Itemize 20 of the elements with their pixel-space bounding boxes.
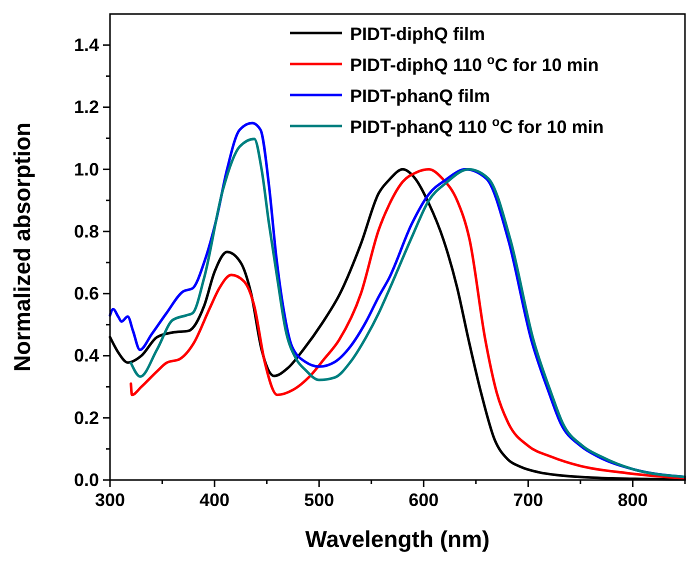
legend-label: PIDT-diphQ film [350, 24, 485, 44]
x-tick-label: 700 [513, 490, 544, 510]
y-tick-label: 0.0 [74, 470, 99, 490]
x-axis-title: Wavelength (nm) [305, 526, 490, 552]
y-tick-label: 0.4 [74, 346, 99, 366]
x-tick-label: 300 [94, 490, 126, 510]
y-tick-label: 0.2 [74, 408, 99, 428]
y-tick-label: 1.2 [74, 97, 99, 118]
x-tick-label: 600 [408, 490, 439, 510]
y-axis-title: Normalized absorption [9, 122, 35, 372]
x-tick-label: 500 [304, 490, 334, 510]
y-tick-label: 1.0 [74, 159, 99, 180]
y-tick-label: 0.6 [74, 284, 99, 304]
y-tick-label: 0.8 [74, 221, 99, 242]
x-tick-label: 400 [200, 490, 230, 510]
x-tick-label: 800 [618, 490, 648, 510]
legend-label: PIDT-phanQ 110 $^{o}$C for 10 min [350, 115, 604, 137]
y-tick-label: 1.4 [74, 35, 99, 56]
legend-label: PIDT-phanQ film [350, 86, 490, 106]
legend-label: PIDT-diphQ 110 $^{o}$C for 10 min [350, 53, 599, 75]
